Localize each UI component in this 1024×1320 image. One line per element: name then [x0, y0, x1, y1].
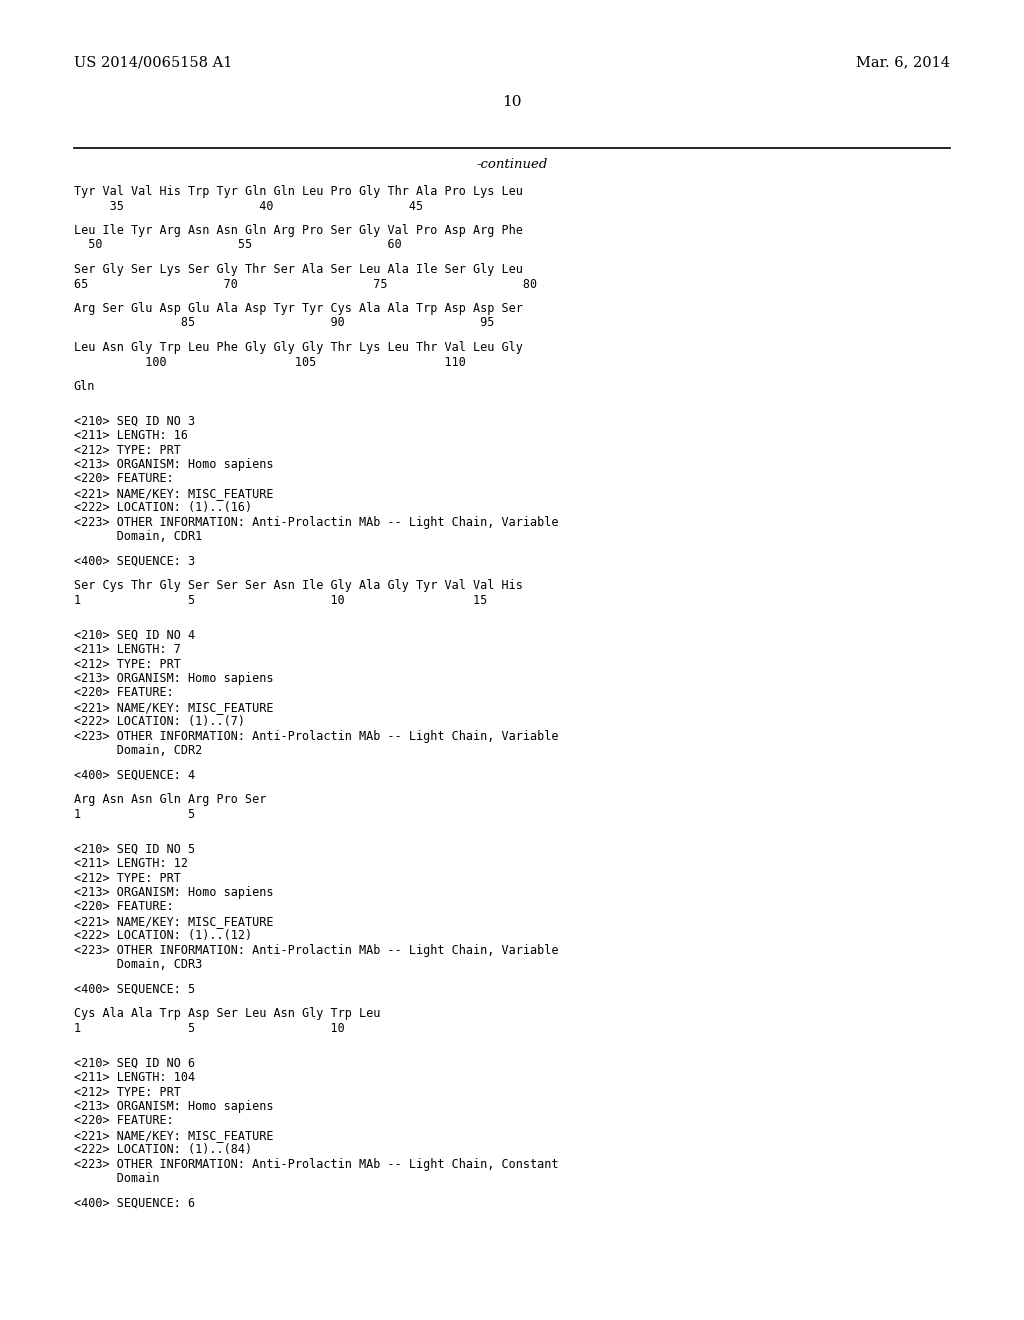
Text: Domain: Domain: [74, 1172, 159, 1185]
Text: 50                   55                   60: 50 55 60: [74, 239, 401, 252]
Text: US 2014/0065158 A1: US 2014/0065158 A1: [74, 55, 232, 69]
Text: 100                  105                  110: 100 105 110: [74, 355, 466, 368]
Text: <212> TYPE: PRT: <212> TYPE: PRT: [74, 871, 180, 884]
Text: Gln: Gln: [74, 380, 95, 393]
Text: Arg Ser Glu Asp Glu Ala Asp Tyr Tyr Cys Ala Ala Trp Asp Asp Ser: Arg Ser Glu Asp Glu Ala Asp Tyr Tyr Cys …: [74, 302, 522, 315]
Text: Domain, CDR2: Domain, CDR2: [74, 744, 202, 758]
Text: Ser Cys Thr Gly Ser Ser Ser Asn Ile Gly Ala Gly Tyr Val Val His: Ser Cys Thr Gly Ser Ser Ser Asn Ile Gly …: [74, 579, 522, 593]
Text: <222> LOCATION: (1)..(12): <222> LOCATION: (1)..(12): [74, 929, 252, 942]
Text: <211> LENGTH: 104: <211> LENGTH: 104: [74, 1071, 195, 1084]
Text: Domain, CDR1: Domain, CDR1: [74, 531, 202, 544]
Text: <223> OTHER INFORMATION: Anti-Prolactin MAb -- Light Chain, Variable: <223> OTHER INFORMATION: Anti-Prolactin …: [74, 730, 558, 743]
Text: Cys Ala Ala Trp Asp Ser Leu Asn Gly Trp Leu: Cys Ala Ala Trp Asp Ser Leu Asn Gly Trp …: [74, 1007, 380, 1020]
Text: -continued: -continued: [476, 158, 548, 172]
Text: Arg Asn Asn Gln Arg Pro Ser: Arg Asn Asn Gln Arg Pro Ser: [74, 793, 266, 807]
Text: <221> NAME/KEY: MISC_FEATURE: <221> NAME/KEY: MISC_FEATURE: [74, 487, 273, 500]
Text: <212> TYPE: PRT: <212> TYPE: PRT: [74, 444, 180, 457]
Text: <213> ORGANISM: Homo sapiens: <213> ORGANISM: Homo sapiens: [74, 672, 273, 685]
Text: 35                   40                   45: 35 40 45: [74, 199, 423, 213]
Text: <220> FEATURE:: <220> FEATURE:: [74, 1114, 173, 1127]
Text: <213> ORGANISM: Homo sapiens: <213> ORGANISM: Homo sapiens: [74, 1100, 273, 1113]
Text: <210> SEQ ID NO 5: <210> SEQ ID NO 5: [74, 842, 195, 855]
Text: <213> ORGANISM: Homo sapiens: <213> ORGANISM: Homo sapiens: [74, 458, 273, 471]
Text: 65                   70                   75                   80: 65 70 75 80: [74, 277, 537, 290]
Text: <210> SEQ ID NO 4: <210> SEQ ID NO 4: [74, 628, 195, 642]
Text: <222> LOCATION: (1)..(16): <222> LOCATION: (1)..(16): [74, 502, 252, 515]
Text: <221> NAME/KEY: MISC_FEATURE: <221> NAME/KEY: MISC_FEATURE: [74, 1129, 273, 1142]
Text: <211> LENGTH: 7: <211> LENGTH: 7: [74, 643, 180, 656]
Text: <400> SEQUENCE: 4: <400> SEQUENCE: 4: [74, 770, 195, 781]
Text: <221> NAME/KEY: MISC_FEATURE: <221> NAME/KEY: MISC_FEATURE: [74, 701, 273, 714]
Text: Leu Asn Gly Trp Leu Phe Gly Gly Gly Thr Lys Leu Thr Val Leu Gly: Leu Asn Gly Trp Leu Phe Gly Gly Gly Thr …: [74, 341, 522, 354]
Text: <400> SEQUENCE: 3: <400> SEQUENCE: 3: [74, 554, 195, 568]
Text: <212> TYPE: PRT: <212> TYPE: PRT: [74, 657, 180, 671]
Text: <210> SEQ ID NO 6: <210> SEQ ID NO 6: [74, 1056, 195, 1069]
Text: <220> FEATURE:: <220> FEATURE:: [74, 686, 173, 700]
Text: 1               5                   10: 1 5 10: [74, 1022, 344, 1035]
Text: 1               5: 1 5: [74, 808, 195, 821]
Text: <212> TYPE: PRT: <212> TYPE: PRT: [74, 1085, 180, 1098]
Text: <222> LOCATION: (1)..(7): <222> LOCATION: (1)..(7): [74, 715, 245, 729]
Text: <211> LENGTH: 12: <211> LENGTH: 12: [74, 857, 187, 870]
Text: <400> SEQUENCE: 5: <400> SEQUENCE: 5: [74, 983, 195, 997]
Text: 10: 10: [502, 95, 522, 110]
Text: 1               5                   10                  15: 1 5 10 15: [74, 594, 487, 607]
Text: <213> ORGANISM: Homo sapiens: <213> ORGANISM: Homo sapiens: [74, 886, 273, 899]
Text: <220> FEATURE:: <220> FEATURE:: [74, 900, 173, 913]
Text: <220> FEATURE:: <220> FEATURE:: [74, 473, 173, 486]
Text: <210> SEQ ID NO 3: <210> SEQ ID NO 3: [74, 414, 195, 428]
Text: Mar. 6, 2014: Mar. 6, 2014: [856, 55, 950, 69]
Text: <223> OTHER INFORMATION: Anti-Prolactin MAb -- Light Chain, Constant: <223> OTHER INFORMATION: Anti-Prolactin …: [74, 1158, 558, 1171]
Text: Tyr Val Val His Trp Tyr Gln Gln Leu Pro Gly Thr Ala Pro Lys Leu: Tyr Val Val His Trp Tyr Gln Gln Leu Pro …: [74, 185, 522, 198]
Text: Leu Ile Tyr Arg Asn Asn Gln Arg Pro Ser Gly Val Pro Asp Arg Phe: Leu Ile Tyr Arg Asn Asn Gln Arg Pro Ser …: [74, 224, 522, 238]
Text: Ser Gly Ser Lys Ser Gly Thr Ser Ala Ser Leu Ala Ile Ser Gly Leu: Ser Gly Ser Lys Ser Gly Thr Ser Ala Ser …: [74, 263, 522, 276]
Text: <221> NAME/KEY: MISC_FEATURE: <221> NAME/KEY: MISC_FEATURE: [74, 915, 273, 928]
Text: <223> OTHER INFORMATION: Anti-Prolactin MAb -- Light Chain, Variable: <223> OTHER INFORMATION: Anti-Prolactin …: [74, 516, 558, 529]
Text: Domain, CDR3: Domain, CDR3: [74, 958, 202, 972]
Text: <223> OTHER INFORMATION: Anti-Prolactin MAb -- Light Chain, Variable: <223> OTHER INFORMATION: Anti-Prolactin …: [74, 944, 558, 957]
Text: <211> LENGTH: 16: <211> LENGTH: 16: [74, 429, 187, 442]
Text: <400> SEQUENCE: 6: <400> SEQUENCE: 6: [74, 1197, 195, 1210]
Text: 85                   90                   95: 85 90 95: [74, 317, 495, 330]
Text: <222> LOCATION: (1)..(84): <222> LOCATION: (1)..(84): [74, 1143, 252, 1156]
